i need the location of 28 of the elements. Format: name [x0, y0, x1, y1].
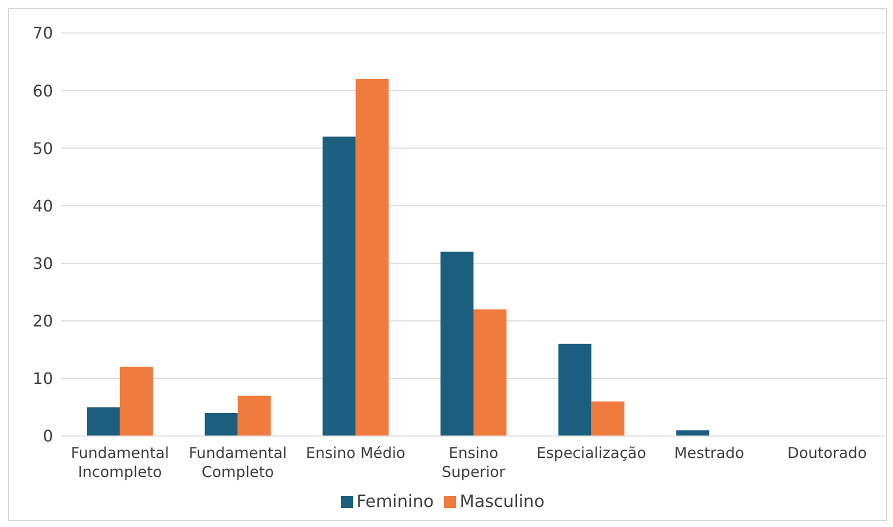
y-tick-label: 20 — [32, 312, 53, 331]
bar — [238, 396, 271, 436]
x-tick-label: Doutorado — [787, 444, 867, 462]
y-tick-label: 40 — [32, 196, 53, 216]
x-tick-label: Fundamental Incompleto — [70, 444, 169, 481]
bar — [474, 309, 506, 436]
x-tick-label: Fundamental Completo — [188, 444, 287, 481]
legend-label: Masculino — [460, 492, 544, 512]
bar — [86, 407, 120, 436]
y-tick-label: 0 — [42, 426, 53, 446]
x-tick-label: Mestrado — [674, 444, 744, 462]
x-tick-label: Especialização — [536, 444, 646, 462]
bar — [558, 344, 592, 436]
bar — [322, 136, 356, 436]
bar — [440, 252, 474, 436]
y-tick-label: 60 — [32, 81, 53, 100]
x-tick-label: Ensino Superior — [442, 444, 506, 481]
y-tick-label: 10 — [32, 369, 53, 388]
legend-label: Feminino — [356, 492, 434, 512]
bar — [676, 430, 710, 436]
bar — [591, 401, 624, 436]
y-tick-label: 30 — [32, 254, 53, 273]
bar — [120, 366, 153, 436]
x-tick-label: Ensino Médio — [306, 444, 406, 462]
y-tick-label: 70 — [32, 24, 53, 43]
y-tick-label: 50 — [32, 138, 53, 158]
bar — [356, 79, 389, 436]
bar — [204, 412, 238, 436]
